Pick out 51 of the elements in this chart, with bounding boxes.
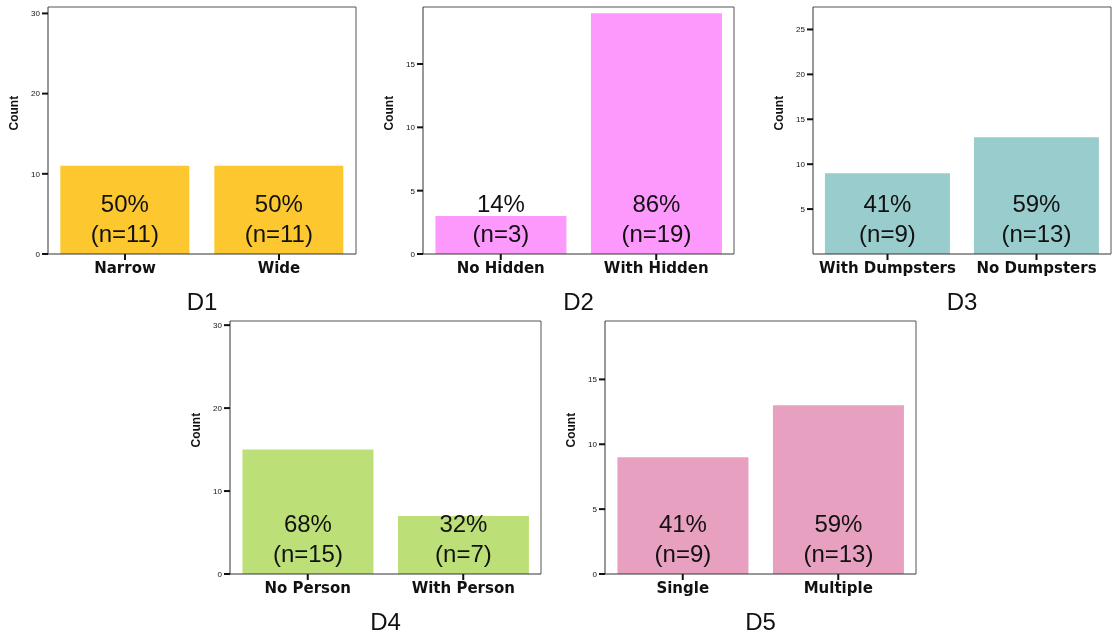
data-label: 50% (n=11) [90, 190, 159, 247]
y-tick-label: 0 [410, 249, 416, 259]
data-label: 59% (n=13) [803, 510, 874, 567]
data-label: 86% (n=19) [621, 190, 692, 247]
x-tick-label: No Hidden [456, 258, 545, 277]
y-tick-label: 30 [31, 9, 41, 19]
y-tick-label: 10 [588, 440, 598, 450]
data-label: 14% (n=3) [472, 190, 530, 247]
y-tick-label: 10 [796, 160, 806, 170]
x-tick-label: No Dumpsters [976, 258, 1097, 277]
y-tick-label: 20 [796, 70, 806, 80]
x-tick-label: No Person [264, 578, 352, 597]
x-tick-label: With Person [411, 578, 515, 597]
y-tick-label: 10 [406, 123, 416, 133]
y-tick-label: 5 [592, 504, 598, 514]
y-tick-label: 20 [213, 403, 223, 413]
y-tick-label: 5 [800, 204, 806, 214]
x-tick-label: With Hidden [603, 258, 709, 277]
y-tick-label: 10 [31, 169, 41, 179]
y-tick-label: 30 [213, 320, 223, 330]
y-axis-title: Count [564, 412, 579, 448]
y-axis-title: Count [7, 95, 22, 131]
data-label: 68% (n=15) [272, 510, 343, 567]
data-label: 32% (n=7) [435, 510, 492, 567]
x-tick-label: Single [656, 578, 710, 597]
x-tick-label: Multiple [803, 578, 873, 597]
data-label: 59% (n=13) [1001, 190, 1072, 247]
x-tick-label: Narrow [94, 258, 156, 277]
data-label: 41% (n=9) [859, 190, 916, 247]
x-tick-label: Wide [257, 258, 301, 277]
y-axis-title: Count [772, 95, 787, 131]
y-tick-label: 15 [588, 375, 598, 385]
data-label: 41% (n=9) [654, 510, 712, 567]
x-tick-label: With Dumpsters [819, 258, 956, 277]
x-axis-title: D2 [563, 288, 594, 315]
x-axis-title: D3 [946, 288, 978, 315]
y-tick-label: 25 [796, 25, 806, 35]
y-tick-label: 0 [217, 569, 223, 579]
y-tick-label: 0 [592, 569, 598, 579]
y-axis-title: Count [189, 412, 204, 448]
x-axis-title: D4 [370, 608, 401, 632]
y-tick-label: 0 [35, 249, 41, 259]
y-tick-label: 20 [31, 89, 41, 99]
x-axis-title: D1 [186, 288, 218, 315]
y-axis-title: Count [382, 95, 397, 131]
x-axis-title: D5 [745, 608, 776, 632]
y-tick-label: 15 [406, 59, 416, 69]
y-tick-label: 15 [796, 115, 806, 125]
y-tick-label: 5 [410, 186, 416, 196]
y-tick-label: 10 [213, 486, 223, 496]
data-label: 50% (n=11) [244, 190, 313, 247]
